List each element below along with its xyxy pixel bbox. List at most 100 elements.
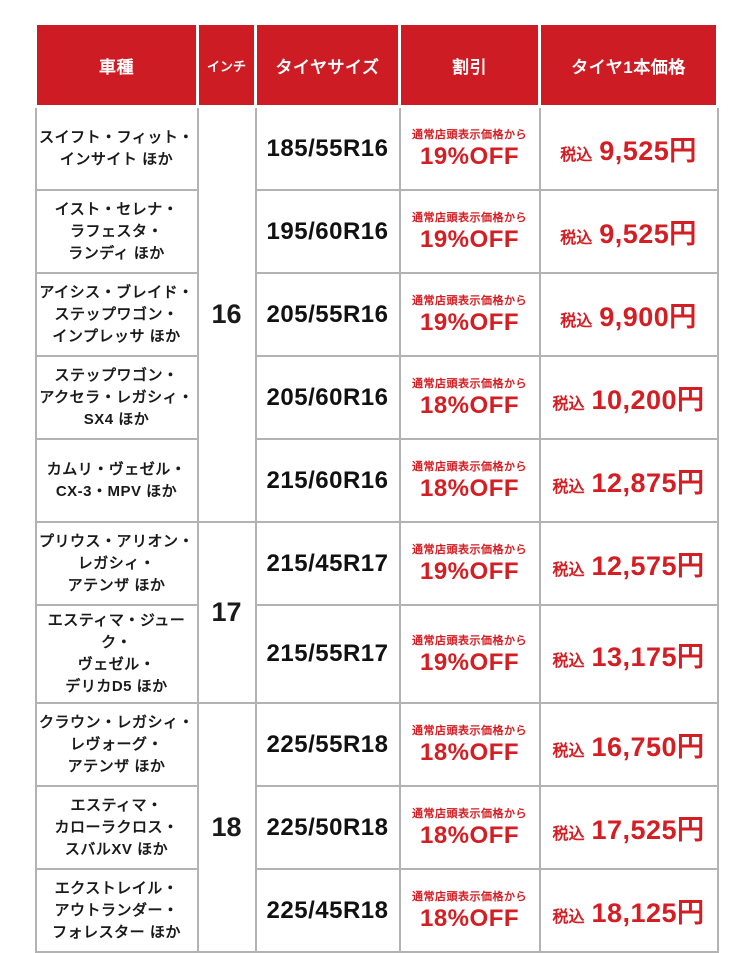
tire-size-cell: 225/55R18 (254, 702, 401, 787)
tire-size-cell: 185/55R16 (254, 105, 401, 191)
car-models-line: カムリ・ヴェゼル・ (46, 460, 187, 478)
tax-included-label: 税込 (552, 909, 585, 926)
discount-value: 19%OFF (419, 648, 520, 676)
car-models-line: エクストレイル・ (54, 879, 179, 897)
table-row: イスト・セレナ・ ラフェスタ・ ランディ ほか 195/60R16 通常店頭表示価格から… (34, 189, 719, 274)
tax-included-label: 税込 (552, 396, 585, 413)
car-models-cell: イスト・セレナ・ ラフェスタ・ ランディ ほか (34, 189, 199, 274)
car-models-line: フォレスター ほか (52, 923, 181, 941)
discount-cell: 通常店頭表示価格から 19%OFF (398, 189, 541, 274)
car-models-line: アテンザ ほか (67, 757, 166, 775)
inch-cell: 18 (196, 702, 257, 953)
tax-included-label: 税込 (552, 826, 585, 843)
table-row: エスティマ・ カローラクロス・ スバルXV ほか 225/50R18 通常店頭表示価格か… (34, 785, 719, 870)
price-amount: 10,200円 (591, 385, 705, 415)
price-amount: 12,575円 (591, 551, 705, 581)
price-amount: 17,525円 (591, 815, 705, 845)
table-row: クラウン・レガシィ・ レヴォーグ・ アテンザ ほか 18 225/55R18 通常店頭表示… (34, 702, 719, 953)
discount-note: 通常店頭表示価格から (412, 378, 527, 390)
car-models-line: クラウン・レガシィ・ (38, 713, 194, 731)
discount-value: 19%OFF (419, 143, 520, 170)
discount-cell: 通常店頭表示価格から 19%OFF (398, 272, 541, 357)
car-models-cell: エスティマ・ジューク・ ヴェゼル・ デリカD5 ほか (34, 604, 199, 704)
price-cell: 税込 17,525円 (538, 785, 719, 870)
discount-note: 通常店頭表示価格から (412, 891, 527, 903)
car-models-line: レガシィ・ (77, 554, 156, 572)
tax-included-label: 税込 (560, 147, 593, 164)
car-models-cell: アイシス・ブレイド・ ステップワゴン・ インプレッサ ほか (34, 272, 199, 357)
discount-value: 19%OFF (419, 226, 520, 253)
discount-cell: 通常店頭表示価格から 18%OFF (398, 868, 541, 953)
tax-included-label: 税込 (560, 313, 593, 330)
tax-included-label: 税込 (552, 479, 585, 496)
price-cell: 税込 10,200円 (538, 355, 719, 440)
discount-value: 18%OFF (419, 392, 520, 419)
car-models-line: レヴォーグ・ (69, 735, 163, 753)
car-models-line: ステップワゴン・ (54, 305, 179, 323)
table-body: スイフト・フィット・ インサイト ほか 16 185/55R16 通常店頭表示価格から 1… (34, 105, 719, 953)
inch-cell: 17 (196, 521, 257, 704)
car-models-cell: スイフト・フィット・ インサイト ほか (34, 105, 199, 191)
table-row: ステップワゴン・ アクセラ・レガシィ・ SX4 ほか 205/60R16 通常店頭表示価… (34, 355, 719, 440)
car-models-cell: エクストレイル・ アウトランダー・ フォレスター ほか (34, 868, 199, 953)
car-models-cell: クラウン・レガシィ・ レヴォーグ・ アテンザ ほか (34, 702, 199, 787)
car-models-cell: プリウス・アリオン・ レガシィ・アテンザ ほか (34, 521, 199, 606)
tax-included-label: 税込 (552, 652, 585, 670)
tax-included-label: 税込 (552, 743, 585, 760)
price-amount: 16,750円 (591, 732, 705, 762)
discount-note: 通常店頭表示価格から (412, 129, 527, 141)
price-amount: 12,875円 (591, 468, 705, 498)
car-models-line: ラフェスタ・ (69, 222, 163, 240)
car-models-line: エスティマ・ (70, 796, 163, 814)
discount-note: 通常店頭表示価格から (412, 634, 527, 647)
car-models-line: アテンザ ほか (67, 576, 166, 594)
discount-note: 通常店頭表示価格から (412, 295, 527, 307)
car-models-cell: カムリ・ヴェゼル・ CX-3・MPV ほか (34, 438, 199, 523)
discount-note: 通常店頭表示価格から (412, 544, 527, 556)
discount-value: 18%OFF (419, 905, 520, 932)
header-discount: 割引 (398, 22, 541, 108)
discount-value: 19%OFF (419, 309, 520, 336)
discount-cell: 通常店頭表示価格から 18%OFF (398, 355, 541, 440)
car-models-line: プリウス・アリオン・ (38, 532, 194, 550)
car-models-line: カローラクロス・ (54, 818, 179, 836)
price-cell: 税込 18,125円 (538, 868, 719, 953)
tire-price-table: 車種 インチ タイヤサイズ 割引 タイヤ1本価格 スイフト・フィット・ インサイト… (34, 22, 719, 953)
tire-size-cell: 195/60R16 (254, 189, 401, 274)
price-amount: 18,125円 (591, 898, 705, 928)
table-row: エスティマ・ジューク・ ヴェゼル・ デリカD5 ほか 215/55R17 通常店頭表示価… (34, 604, 719, 704)
car-models-line: ヴェゼル・ (77, 656, 156, 673)
table-header-row: 車種 インチ タイヤサイズ 割引 タイヤ1本価格 (34, 22, 719, 108)
discount-cell: 通常店頭表示価格から 18%OFF (398, 438, 541, 523)
discount-value: 18%OFF (419, 475, 520, 502)
tire-size-cell: 225/45R18 (254, 868, 401, 953)
tax-included-label: 税込 (560, 230, 593, 247)
discount-cell: 通常店頭表示価格から 19%OFF (398, 521, 541, 606)
tax-included-label: 税込 (552, 562, 585, 579)
price-amount: 9,525円 (599, 136, 697, 166)
discount-cell: 通常店頭表示価格から 19%OFF (398, 604, 541, 704)
car-models-line: スバルXV ほか (64, 840, 169, 858)
discount-cell: 通常店頭表示価格から 19%OFF (398, 105, 541, 191)
tire-size-cell: 215/55R17 (254, 604, 401, 704)
price-cell: 税込 16,750円 (538, 702, 719, 787)
price-amount: 13,175円 (591, 641, 705, 672)
price-cell: 税込 9,525円 (538, 105, 719, 191)
discount-note: 通常店頭表示価格から (412, 461, 527, 473)
tire-size-cell: 205/55R16 (254, 272, 401, 357)
table-row: プリウス・アリオン・ レガシィ・ アテンザ ほか 17 215/45R17 通常店頭表示価… (34, 521, 719, 704)
car-models-line: デリカD5 ほか (65, 678, 168, 695)
car-models-cell: ステップワゴン・ アクセラ・レガシィ・ SX4 ほか (34, 355, 199, 440)
price-cell: 税込 9,525円 (538, 189, 719, 274)
header-cars: 車種 (34, 22, 199, 108)
tire-size-cell: 225/50R18 (254, 785, 401, 870)
discount-value: 18%OFF (419, 822, 520, 849)
discount-cell: 通常店頭表示価格から 18%OFF (398, 785, 541, 870)
car-models-line: アクセラ・レガシィ・ (39, 388, 194, 406)
discount-note: 通常店頭表示価格から (412, 212, 527, 224)
table-row: カムリ・ヴェゼル・ CX-3・MPV ほか 215/60R16 通常店頭表示価格から 1… (34, 438, 719, 523)
car-models-line: ランディ ほか (68, 244, 165, 262)
discount-value: 19%OFF (419, 558, 520, 585)
header-price: タイヤ1本価格 (538, 22, 719, 108)
car-models-line: アウトランダー・ (54, 901, 179, 919)
